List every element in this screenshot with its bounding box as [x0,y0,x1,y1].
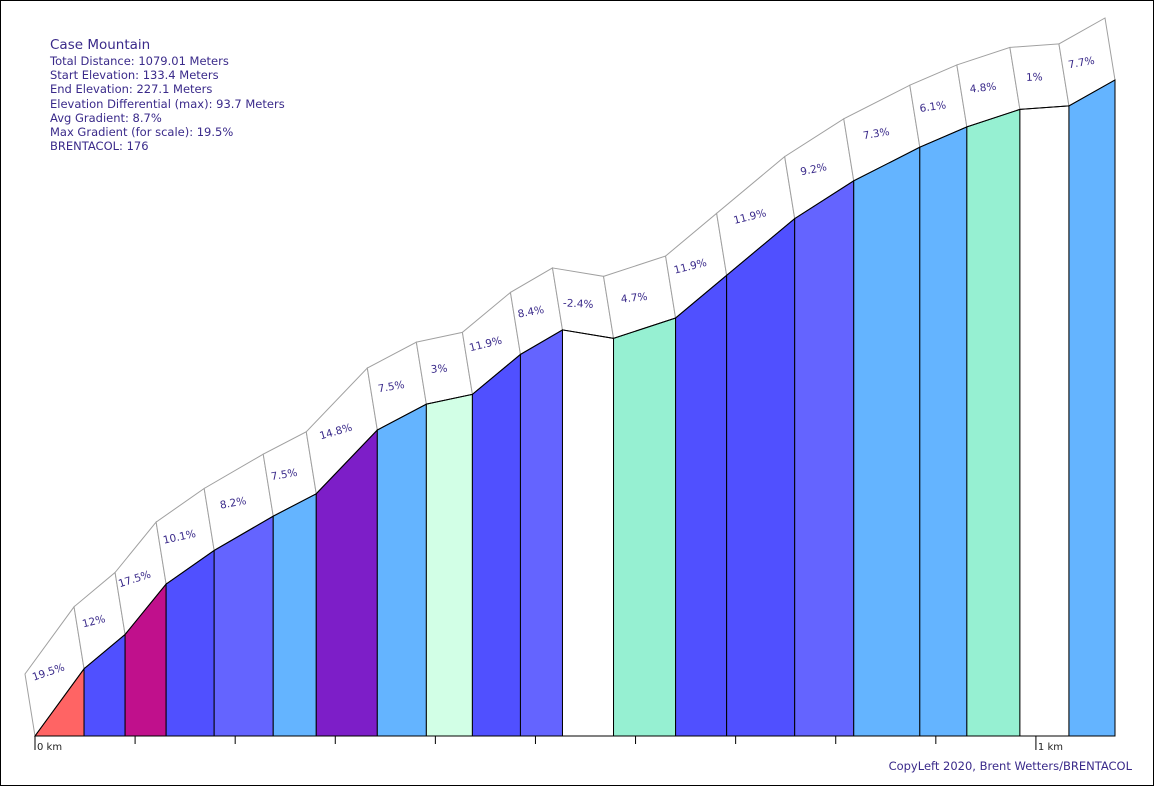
gradient-label: 4.7% [620,291,648,306]
x-tick-label: 0 km [37,742,62,753]
gradient-label: 7.7% [1067,55,1095,72]
elevation-profile-line [34,79,1116,737]
start-elevation: Start Elevation: 133.4 Meters [50,68,219,83]
gradient-label: -2.4% [563,297,594,311]
elevation-segment [966,108,1021,737]
route-info: Case Mountain Total Distance: 1079.01 Me… [50,37,285,153]
elevation-segment [561,329,615,737]
elevation-segment [471,353,521,737]
elevation-segment [675,274,728,737]
elevation-segment [519,329,563,737]
gradient-label: 1% [1026,71,1043,83]
gradient-label: 7.5% [377,379,405,395]
elevation-differential: Elevation Differential (max): 93.7 Meter… [50,96,285,111]
elevation-segment [1068,79,1116,737]
elevation-segment [213,515,274,737]
elevation-segment [1019,105,1070,737]
max-gradient: Max Gradient (for scale): 19.5% [50,125,234,140]
gradient-label: 6.1% [919,99,947,115]
elevation-segment [272,492,317,737]
gradient-label: 12% [81,613,107,630]
avg-gradient: Avg Gradient: 8.7% [50,110,162,125]
elevation-segment [919,126,968,737]
elevation-segment [726,217,796,737]
elevation-segment [376,403,427,737]
gradient-label: 7.3% [862,126,890,142]
brentacol-score: BRENTACOL: 176 [50,139,149,154]
elevation-segment [853,146,921,737]
end-elevation: End Elevation: 227.1 Meters [50,82,213,97]
total-distance: Total Distance: 1079.01 Meters [50,54,229,68]
gradient-label: 8.2% [219,495,247,512]
x-axis: 0 km 1 km [34,735,1115,753]
gradient-label: 7.5% [270,467,298,483]
gradient-label: 3% [430,363,448,376]
gradient-label: 4.8% [969,81,997,96]
gradient-label: 9.2% [799,161,828,178]
gradient-label: 8.4% [517,304,545,321]
copyright-text: CopyLeft 2020, Brent Wetters/BRENTACOL [888,759,1132,773]
elevation-segment [425,393,473,737]
elevation-segment [794,179,855,737]
elevation-segment [613,317,677,737]
chart-title: Case Mountain [50,37,151,53]
elevation-segments [34,79,1116,737]
x-tick-label: 1 km [1038,742,1063,753]
